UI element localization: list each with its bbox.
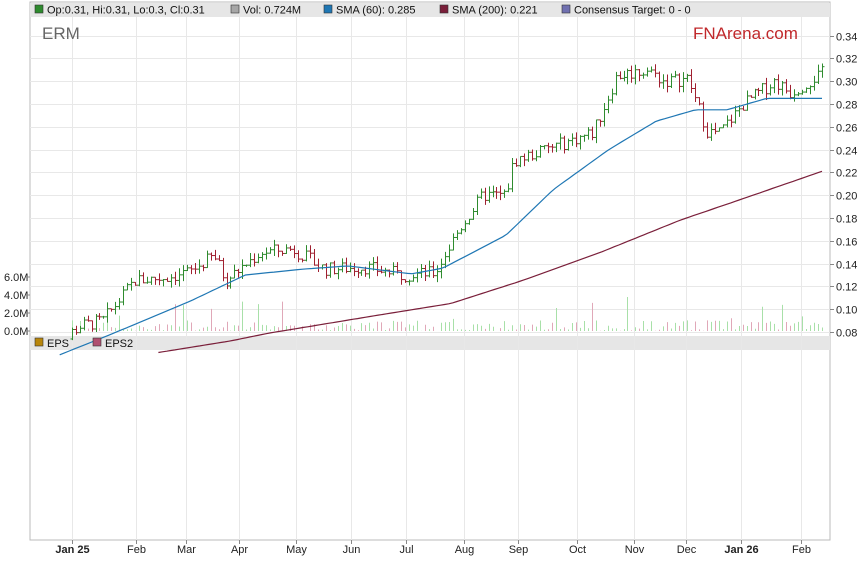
top-legend: Op:0.31, Hi:0.31, Lo:0.3, Cl:0.31 Vol: 0.…: [34, 4, 691, 17]
y-tick-label: 0.30: [836, 77, 857, 89]
x-tick-label: Feb: [127, 544, 146, 556]
price-candles: [70, 63, 825, 341]
eps-legend-swatch: [34, 337, 44, 347]
y-tick-label: 0.12: [836, 282, 857, 294]
x-tick-label: Apr: [231, 544, 248, 556]
y-tick-label: 0.28: [836, 100, 857, 112]
volume-axis: 6.0M 4.0M 2.0M 0.0M: [4, 272, 30, 338]
volume-tick-label: 0.0M: [4, 326, 28, 338]
volume-tick-label: 2.0M: [4, 308, 28, 320]
legend-swatch: [561, 4, 571, 14]
x-tick-label: Jan 25: [55, 544, 89, 556]
y-tick-label: 0.24: [836, 146, 857, 158]
legend-band: [30, 3, 830, 17]
x-tick-label: Oct: [569, 544, 586, 556]
gridlines: [30, 17, 830, 540]
volume-bars: [72, 296, 823, 331]
legend-swatch: [230, 4, 240, 14]
y-tick-label: 0.16: [836, 237, 857, 249]
eps-legend-swatch: [92, 337, 102, 347]
price-axis: 0.34 0.32 0.30 0.28 0.26 0.24 0.22 0.20 0.18 0.16…: [830, 32, 857, 340]
y-tick-label: 0.34: [836, 32, 857, 44]
x-tick-label: Jun: [343, 544, 361, 556]
y-tick-label: 0.10: [836, 305, 857, 317]
legend-swatch: [34, 4, 44, 14]
eps-legend: EPS EPS2: [34, 337, 133, 350]
legend-item-label: SMA (200): 0.221: [452, 5, 538, 17]
legend-item-label: Vol: 0.724M: [243, 5, 301, 17]
x-tick-label: Feb: [792, 544, 811, 556]
eps-legend-label: EPS: [47, 338, 69, 350]
y-tick-label: 0.18: [836, 214, 857, 226]
legend-swatch: [323, 4, 333, 14]
x-tick-label: Aug: [455, 544, 475, 556]
legend-swatch: [439, 4, 449, 14]
x-tick-label: Sep: [509, 544, 529, 556]
y-tick-label: 0.22: [836, 168, 857, 180]
eps-legend-label: EPS2: [105, 338, 133, 350]
x-tick-label: Jul: [399, 544, 413, 556]
legend-item-label: Op:0.31, Hi:0.31, Lo:0.3, Cl:0.31: [47, 5, 205, 17]
eps-band: [30, 336, 830, 350]
legend-item-label: SMA (60): 0.285: [336, 5, 416, 17]
sma60-line: [59, 97, 822, 356]
sma200-line: [158, 170, 823, 354]
ticker-label: ERM: [42, 24, 80, 43]
x-tick-label: Nov: [625, 544, 645, 556]
legend-item-label: Consensus Target: 0 - 0: [574, 5, 691, 17]
volume-tick-label: 4.0M: [4, 290, 28, 302]
x-tick-label: Dec: [677, 544, 697, 556]
x-tick-label: May: [286, 544, 307, 556]
y-tick-label: 0.20: [836, 191, 857, 203]
volume-tick-label: 6.0M: [4, 272, 28, 284]
y-tick-label: 0.08: [836, 328, 857, 340]
y-tick-label: 0.14: [836, 260, 857, 272]
x-tick-label: Jan 26: [724, 544, 758, 556]
brand-logo: FNArena.com: [693, 24, 798, 43]
x-tick-label: Mar: [177, 544, 196, 556]
y-tick-label: 0.26: [836, 123, 857, 135]
time-axis: Jan 25 Feb Mar Apr May Jun Jul Aug Sep Oct Nov Dec J…: [55, 540, 811, 556]
y-tick-label: 0.32: [836, 54, 857, 66]
